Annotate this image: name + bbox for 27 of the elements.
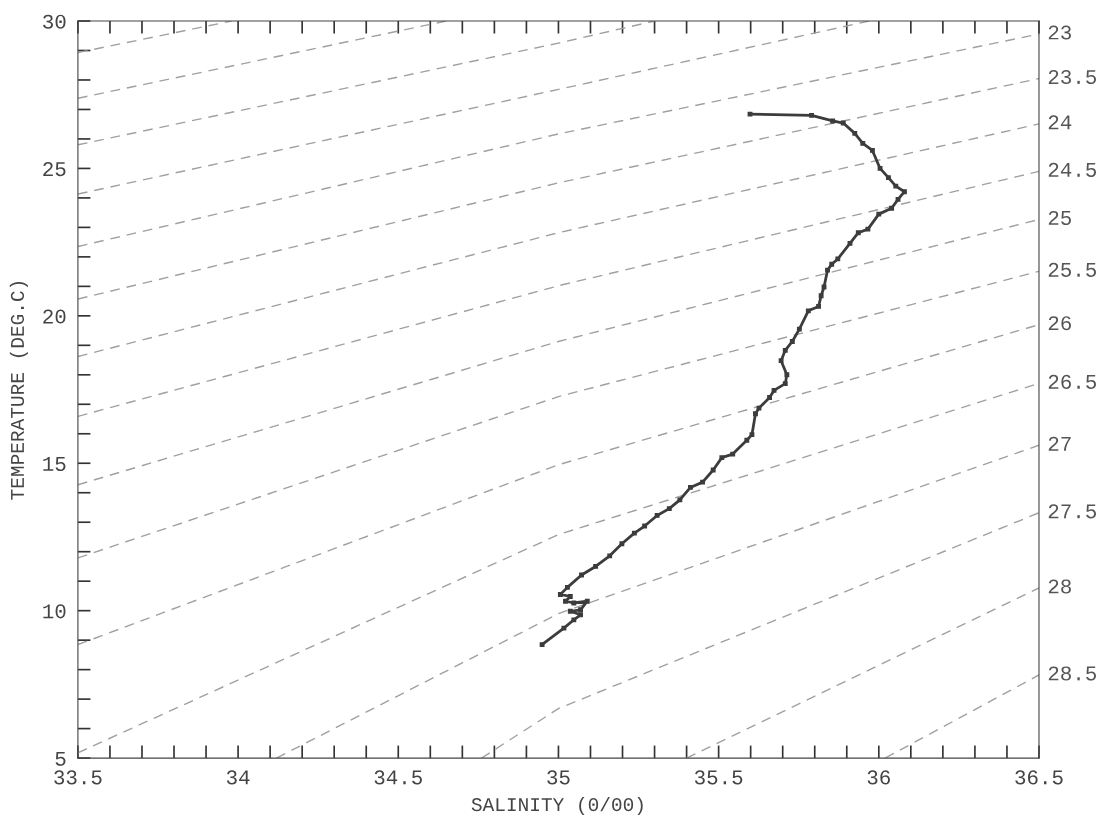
series-label: 23.5 [1048, 69, 1096, 85]
y-tick-label: 5 [55, 751, 66, 766]
series-label: 24 [1048, 115, 1072, 130]
x-tick-label: 34.5 [374, 770, 422, 785]
series-label: 24.5 [1048, 162, 1096, 177]
series-label: 23 [1048, 25, 1071, 40]
x-tick-label: 35.5 [694, 770, 743, 785]
series-label: 28.5 [1048, 666, 1096, 681]
series-label: 25 [1048, 210, 1071, 226]
y-tick-label: 25 [43, 162, 66, 177]
y-tick-label: 15 [43, 457, 66, 472]
y-tick-label: 10 [43, 604, 66, 619]
x-tick-label: 36.5 [1015, 770, 1063, 785]
y-tick-label: 20 [43, 309, 66, 324]
series-label: 28 [1048, 579, 1071, 594]
x-axis-title: SALINITY (0/00) [471, 796, 643, 816]
series-label: 27 [1048, 436, 1071, 451]
series-label: 27.5 [1048, 504, 1096, 519]
series-label: 26.5 [1048, 374, 1096, 389]
x-tick-label: 36 [867, 770, 890, 785]
x-tick-label: 33.5 [54, 770, 102, 785]
series-label: 26 [1048, 316, 1071, 331]
y-axis-title: TEMPERATURE (DEG.C) [9, 281, 28, 500]
series-label: 25.5 [1048, 262, 1096, 277]
x-tick-label: 34 [226, 770, 250, 785]
y-tick-label: 30 [43, 14, 66, 29]
x-tick-label: 35 [547, 770, 570, 785]
